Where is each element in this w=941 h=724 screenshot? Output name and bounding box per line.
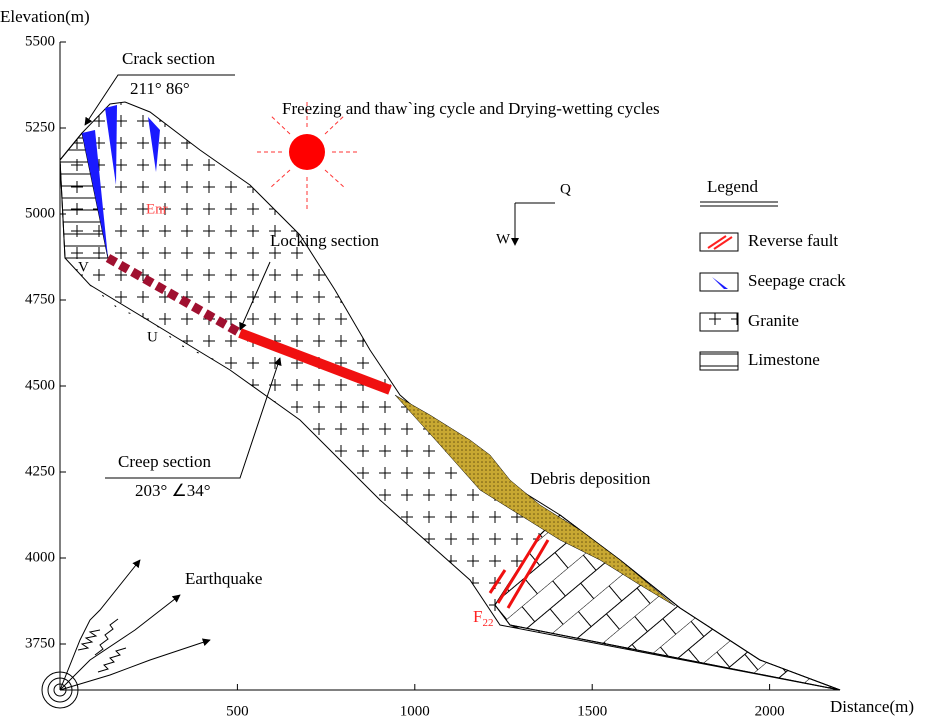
legend: Legend Reverse fault Seepage crack Grani…: [700, 177, 846, 370]
legend-title: Legend: [707, 177, 758, 196]
annotation: Debris deposition: [530, 469, 651, 488]
y-tick-label: 4000: [25, 549, 55, 565]
legend-label: Seepage crack: [748, 271, 846, 290]
y-tick-label: 4500: [25, 377, 55, 393]
legend-label: Reverse fault: [748, 231, 838, 250]
y-tick-label: 5500: [25, 33, 55, 49]
x-tick-label: 500: [226, 703, 249, 719]
annotation: 203° ∠34°: [135, 481, 211, 500]
annotation: Q: [560, 181, 571, 197]
annotation: Earthquake: [185, 569, 262, 588]
x-axis-label: Distance(m): [830, 697, 914, 716]
legend-label: Limestone: [748, 350, 820, 369]
fault-label: 22: [482, 617, 493, 629]
diagram: 5500 5250 5000 4750 4500 4250 4000 3750 500 1000 1…: [0, 0, 941, 724]
fault-label: F: [473, 607, 482, 626]
compass: [515, 203, 555, 245]
y-tick-label: 4250: [25, 463, 55, 479]
x-tick-label: 1000: [400, 703, 430, 719]
annotation: W: [496, 231, 511, 247]
legend-label: Granite: [748, 311, 799, 330]
annotation: V: [78, 259, 89, 275]
annotation: U: [147, 329, 158, 345]
annotation: Creep section: [118, 452, 211, 471]
y-tick-label: 3750: [25, 635, 55, 651]
y-axis-label: Elevation(m): [0, 7, 90, 26]
annotation: Enr: [146, 201, 168, 217]
x-tick-label: 2000: [755, 703, 785, 719]
y-tick-label: 4750: [25, 291, 55, 307]
annotation: 211° 86°: [130, 79, 190, 98]
annotation: Freezing and thaw`ing cycle and Drying-w…: [282, 99, 660, 118]
x-tick-label: 1500: [577, 703, 607, 719]
annotation: Locking section: [270, 231, 380, 250]
y-tick-label: 5250: [25, 119, 55, 135]
y-tick-label: 5000: [25, 205, 55, 221]
annotation: Crack section: [122, 49, 215, 68]
